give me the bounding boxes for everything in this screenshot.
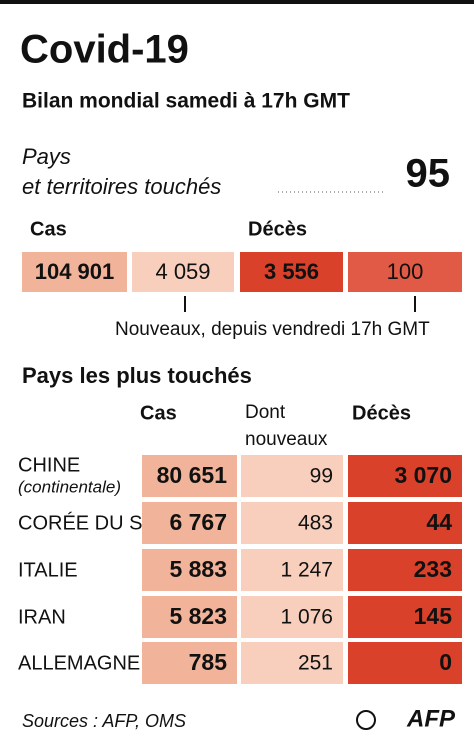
table-cell <box>142 596 237 638</box>
table-value: 99 <box>310 465 333 488</box>
country-name: ALLEMAGNE <box>18 652 140 674</box>
table-cell <box>142 455 237 497</box>
countries-label: Pays <box>22 144 71 169</box>
table-cell <box>348 549 462 591</box>
table-cell <box>241 455 343 497</box>
country-name: IRAN <box>18 606 66 628</box>
country-name: ITALIE <box>18 559 78 581</box>
table-value: 44 <box>426 509 452 535</box>
table-cell <box>241 549 343 591</box>
title: Covid-19 <box>20 28 189 72</box>
column-header: Décès <box>352 402 411 424</box>
cases-label: Cas <box>30 218 67 240</box>
table-value: 145 <box>414 603 453 629</box>
country-name: CHINE <box>18 454 80 476</box>
countries-value: 95 <box>406 152 451 196</box>
column-header: Cas <box>140 402 177 424</box>
table-value: 0 <box>439 649 452 675</box>
table-value: 483 <box>298 512 333 535</box>
logo: AFP <box>406 705 456 732</box>
summary-cell <box>348 252 462 292</box>
table-cell <box>241 596 343 638</box>
summary-cell <box>240 252 343 292</box>
summary-value: 104 901 <box>35 259 115 284</box>
table-value: 80 651 <box>157 462 228 488</box>
subtitle: Bilan mondial samedi à 17h GMT <box>22 90 350 113</box>
table-value: 5 883 <box>169 556 227 582</box>
sources: Sources : AFP, OMS <box>22 711 186 731</box>
country-note: (continentale) <box>18 477 121 496</box>
table-cell <box>142 642 237 684</box>
column-header: Dont <box>245 402 286 423</box>
table-cell <box>348 455 462 497</box>
summary-value: 3 556 <box>264 259 319 284</box>
table-cell <box>348 596 462 638</box>
copyright-icon <box>356 710 376 730</box>
table-cell <box>142 549 237 591</box>
country-name: CORÉE DU S. <box>18 511 148 534</box>
table-value: 251 <box>298 652 333 675</box>
note: Nouveaux, depuis vendredi 17h GMT <box>115 319 430 340</box>
table-cell <box>348 642 462 684</box>
deaths-label: Décès <box>248 218 307 240</box>
table-value: 3 070 <box>394 462 452 488</box>
table-cell <box>142 502 237 544</box>
table-value: 6 767 <box>169 509 227 535</box>
table-value: 1 076 <box>280 606 333 629</box>
summary-cell <box>132 252 234 292</box>
summary-value: 100 <box>387 259 424 284</box>
table-value: 1 247 <box>280 559 333 582</box>
column-header: nouveaux <box>245 429 328 450</box>
summary-cell <box>22 252 127 292</box>
summary-value: 4 059 <box>155 259 210 284</box>
table-value: 785 <box>189 649 228 675</box>
table-cell <box>241 502 343 544</box>
table-cell <box>348 502 462 544</box>
countries-label: et territoires touchés <box>22 174 221 199</box>
table-title: Pays les plus touchés <box>22 363 252 388</box>
table-value: 5 823 <box>169 603 227 629</box>
table-value: 233 <box>414 556 452 582</box>
top-bar <box>0 0 474 4</box>
table-cell <box>241 642 343 684</box>
